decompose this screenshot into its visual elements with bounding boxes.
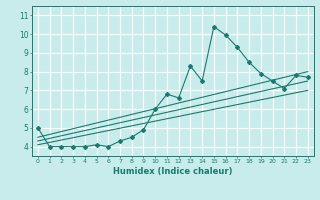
- X-axis label: Humidex (Indice chaleur): Humidex (Indice chaleur): [113, 167, 233, 176]
